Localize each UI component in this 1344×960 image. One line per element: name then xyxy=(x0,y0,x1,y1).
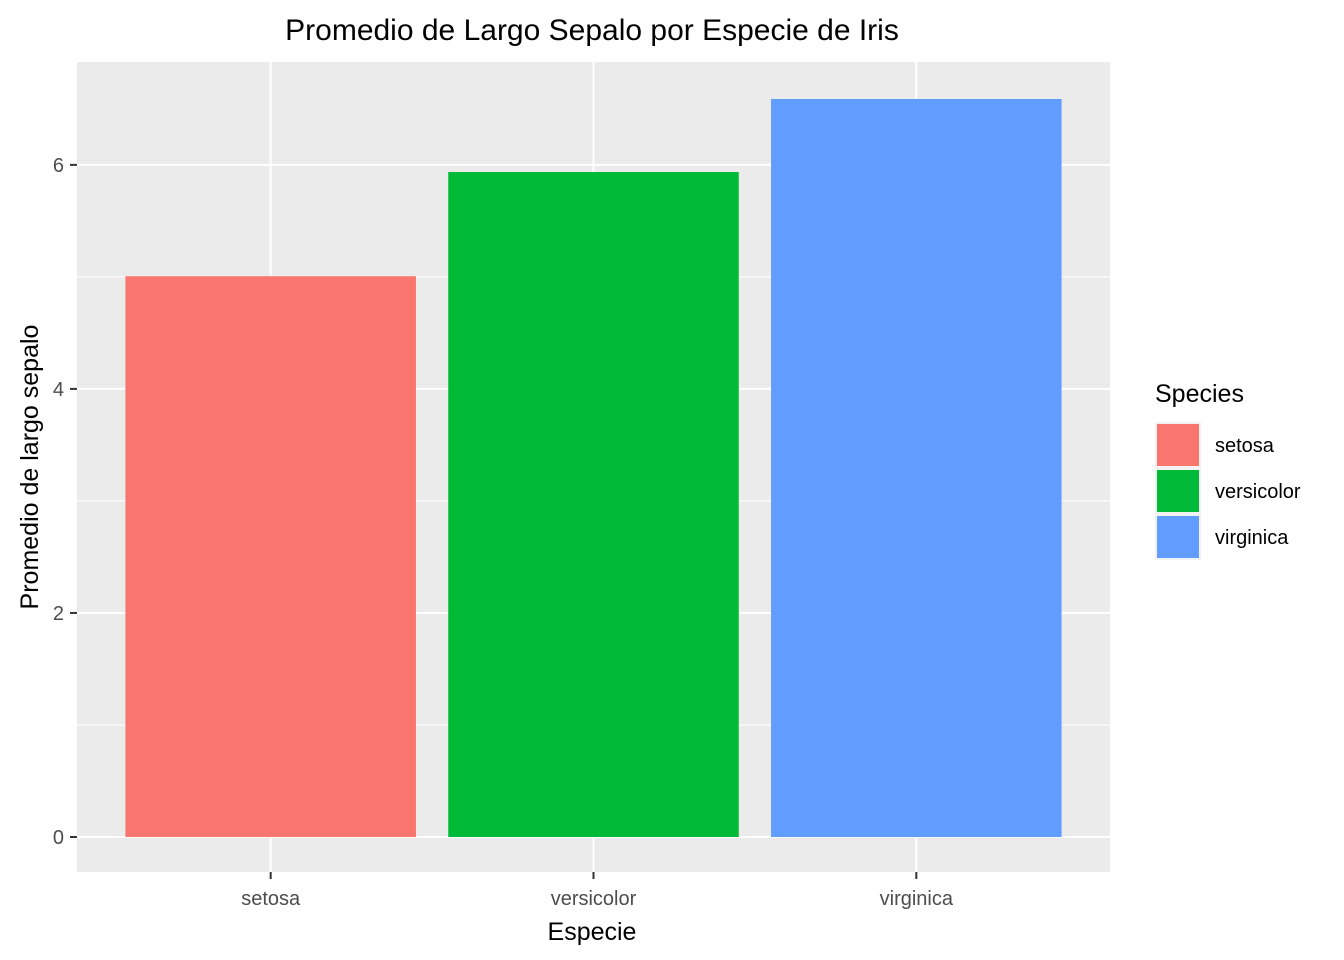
y-tick-label: 0 xyxy=(53,827,64,849)
chart-title: Promedio de Largo Sepalo por Especie de … xyxy=(285,14,899,47)
y-tick-label: 4 xyxy=(53,379,64,401)
legend-label-versicolor: versicolor xyxy=(1215,481,1301,503)
legend-title: Species xyxy=(1155,380,1244,408)
bar-setosa xyxy=(125,276,416,837)
legend-label-setosa: setosa xyxy=(1215,435,1275,457)
legend-swatch-virginica xyxy=(1157,516,1199,558)
y-axis: 0 2 4 6 xyxy=(53,155,77,849)
bars xyxy=(125,99,1062,837)
x-axis: setosa versicolor virginica xyxy=(241,872,954,910)
x-tick-label: virginica xyxy=(880,888,954,910)
legend: Species setosa versicolor virginica xyxy=(1155,380,1301,560)
y-tick-label: 2 xyxy=(53,603,64,625)
bar-versicolor xyxy=(448,172,739,837)
x-tick-label: setosa xyxy=(241,888,301,910)
legend-items: setosa versicolor virginica xyxy=(1155,422,1301,560)
bar-virginica xyxy=(771,99,1062,837)
x-tick-label: versicolor xyxy=(551,888,637,910)
y-axis-title: Promedio de largo sepalo xyxy=(16,325,44,610)
y-tick-label: 6 xyxy=(53,155,64,177)
legend-swatch-versicolor xyxy=(1157,470,1199,512)
legend-label-virginica: virginica xyxy=(1215,527,1289,549)
x-axis-title: Especie xyxy=(548,918,637,946)
legend-swatch-setosa xyxy=(1157,424,1199,466)
